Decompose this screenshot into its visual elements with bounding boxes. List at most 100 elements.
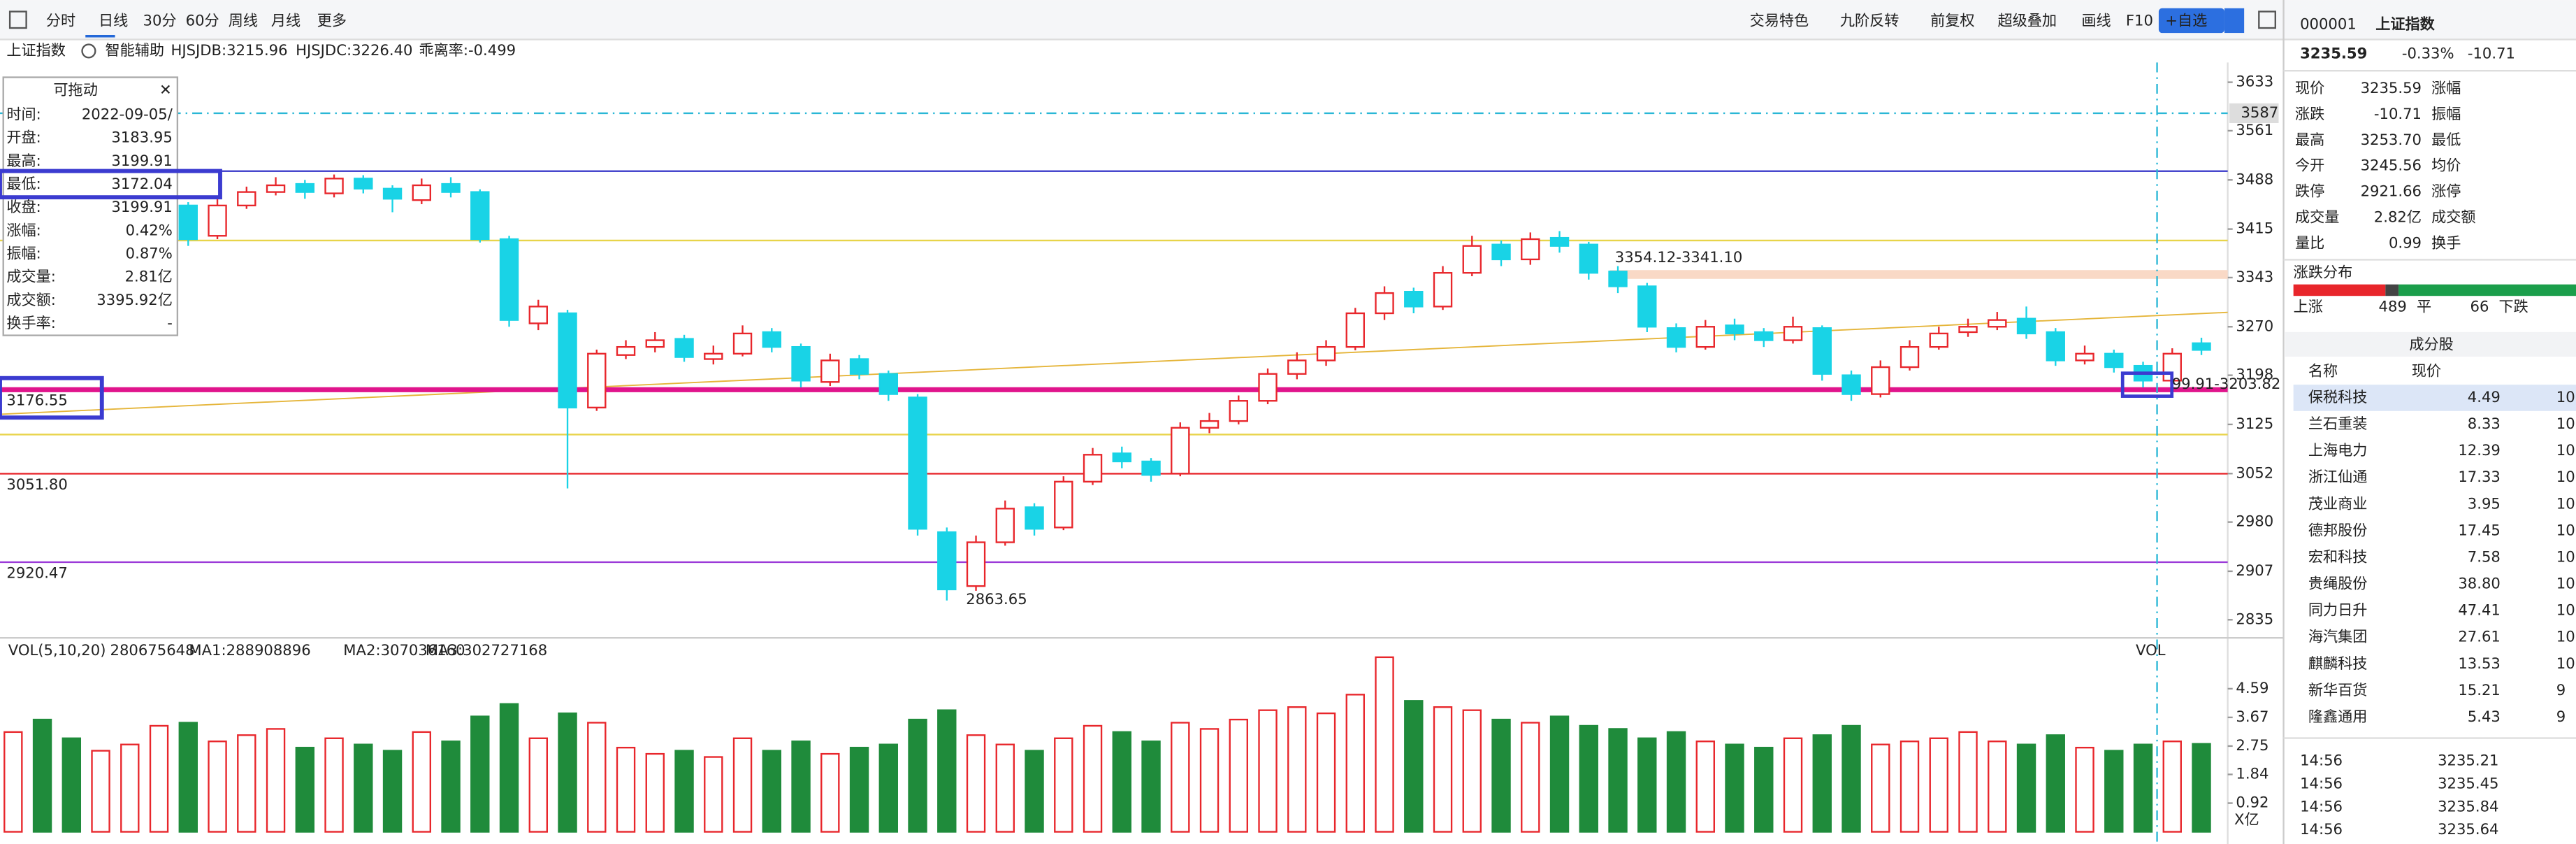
volume-bar [2162, 741, 2182, 833]
period-tab[interactable]: 30分 [143, 12, 177, 29]
panel-icon[interactable] [2258, 10, 2276, 29]
quote-value: 3245.56 [2361, 157, 2422, 174]
dropdown[interactable] [2224, 8, 2245, 34]
candle-body [470, 191, 490, 241]
volume-bar [1521, 722, 1540, 833]
popup-value: 0.87% [126, 244, 173, 262]
candle-body [1375, 292, 1394, 315]
candle-body [1900, 345, 1920, 369]
volume-bar [1929, 737, 1948, 833]
volume-bar [382, 750, 403, 833]
dist-label: 平 [2417, 298, 2431, 315]
stock-name[interactable]: 茂业商业 [2308, 494, 2368, 512]
trade-time: 14:56 [2300, 820, 2343, 838]
quote-label: 现价 [2295, 79, 2324, 96]
candle-body [382, 187, 403, 200]
vol-item: MA2:307036160 [343, 641, 465, 659]
assist-label: 智能辅助 [105, 41, 164, 59]
period-tab[interactable]: 周线 [229, 12, 258, 29]
stock-name[interactable]: 德邦股份 [2308, 521, 2368, 538]
stock-name[interactable]: 麒麟科技 [2308, 655, 2368, 672]
stock-name[interactable]: 保税科技 [2308, 388, 2368, 406]
candle-body [1958, 326, 1978, 334]
stock-name[interactable]: 浙江仙通 [2308, 468, 2368, 485]
stock-name[interactable]: 同力日升 [2308, 601, 2368, 619]
stock-name[interactable]: 上海电力 [2308, 441, 2368, 459]
quote-price: 3235.59 [2300, 45, 2367, 62]
volume-bar [1025, 750, 1044, 833]
stock-price: 17.45 [2458, 521, 2501, 538]
stock-pct: 10 [2556, 468, 2575, 485]
period-tab[interactable]: 更多 [317, 12, 347, 29]
annotation: 2863.65 [966, 590, 1027, 608]
volume-bar [762, 750, 781, 833]
period-tab[interactable]: 分时 [46, 12, 75, 29]
volume-bar [878, 743, 898, 833]
popup-title[interactable]: 可拖动 [53, 80, 97, 98]
add-button[interactable] [2158, 8, 2224, 34]
dist-up [2293, 284, 2386, 296]
stock-name[interactable]: 海汽集团 [2308, 628, 2368, 645]
volume-bar [499, 703, 519, 833]
quote-value: 2921.66 [2361, 183, 2422, 200]
stock-name[interactable]: 隆鑫通用 [2308, 708, 2368, 725]
popup-label: 开盘: [6, 129, 41, 146]
volume-bar [1579, 724, 1598, 833]
stock-price: 17.33 [2458, 468, 2501, 485]
stock-name[interactable]: 宏和科技 [2308, 548, 2368, 565]
volume-bar [1608, 728, 1628, 833]
volume-bar [966, 734, 986, 833]
volume-bar [616, 746, 636, 833]
marker-box [2229, 103, 2279, 124]
volume-bar [1316, 712, 1336, 833]
tool-button[interactable]: 画线 [2081, 12, 2111, 29]
tool-button[interactable]: 超级叠加 [1998, 12, 2057, 29]
assist-icon[interactable] [81, 43, 96, 59]
candle-body [1491, 243, 1511, 261]
section-bg [2285, 331, 2576, 357]
volume-bar [849, 746, 869, 833]
quote-label: 今开 [2295, 157, 2324, 174]
stock-price: 4.49 [2468, 388, 2501, 406]
period-tab[interactable]: 月线 [271, 12, 301, 29]
period-tab[interactable]: 60分 [186, 12, 219, 29]
tool-button[interactable]: 交易特色 [1750, 12, 1809, 29]
quote-label: 最高 [2295, 131, 2324, 148]
volume-bar [178, 722, 198, 833]
y-tick-label: 4.59 [2236, 679, 2269, 696]
indicator-value: 乖离率:-0.499 [419, 41, 516, 59]
volume-bar [791, 741, 811, 833]
candle-body [1521, 238, 1540, 261]
stock-name[interactable]: 贵绳股份 [2308, 575, 2368, 592]
period-tab[interactable]: 日线 [99, 12, 128, 29]
tool-button[interactable]: F10 [2126, 12, 2153, 29]
tool-button[interactable]: 前复权 [1930, 12, 1974, 29]
menu-icon[interactable] [8, 10, 27, 29]
stock-name[interactable]: 兰石重装 [2308, 415, 2368, 432]
popup-close[interactable]: ✕ [159, 80, 172, 98]
candle-body [1637, 285, 1657, 328]
y-tick-label: 3343 [2236, 268, 2273, 285]
band [1609, 270, 2228, 279]
symbol-name: 上证指数 [6, 41, 66, 59]
volume-bar [1083, 724, 1103, 833]
trade-time: 14:56 [2300, 751, 2343, 768]
stock-price: 12.39 [2458, 441, 2501, 459]
tool-button[interactable]: 九阶反转 [1840, 12, 1900, 29]
stock-pct: 10 [2556, 521, 2575, 538]
volume-bar [2046, 734, 2065, 833]
stock-pct: 9 [2556, 708, 2566, 725]
trade-price: 3235.64 [2438, 820, 2498, 838]
stock-name[interactable]: 新华百货 [2308, 681, 2368, 699]
y-tick-label: 2.75 [2236, 736, 2269, 754]
volume-bar [1637, 737, 1657, 833]
stock-price: 47.41 [2458, 601, 2501, 619]
quote-label: 涨幅 [2431, 79, 2461, 96]
tool-button[interactable]: +自选 [2165, 12, 2207, 29]
volume-bar [412, 731, 432, 833]
volume-bar [1054, 737, 1073, 833]
quote-code: 000001 [2300, 15, 2357, 32]
volume-bar [32, 718, 52, 833]
popup-label: 时间: [6, 106, 41, 123]
